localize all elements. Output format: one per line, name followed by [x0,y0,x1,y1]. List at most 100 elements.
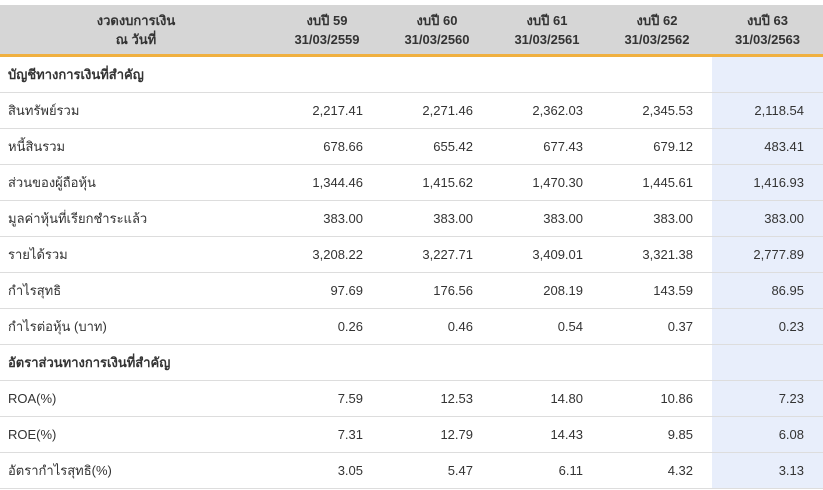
period-year: งบปี 60 [416,12,458,28]
financial-summary-table: งวดงบการเงินณ วันที่ งบปี 59 31/03/2559 ง… [0,5,823,489]
value-cell: 14.80 [492,380,602,417]
header-period: งบปี 61 31/03/2561 [492,5,602,57]
value-cell: 1,470.30 [492,164,602,201]
value-cell: 10.86 [602,380,712,417]
value-cell: 14.43 [492,416,602,453]
period-year: งบปี 59 [306,12,348,28]
row-label: กำไรต่อหุ้น (บาท) [0,308,272,345]
value-cell [382,55,492,93]
header-label-line2: ณ วันที่ [115,31,157,47]
value-cell: 9.85 [602,416,712,453]
value-cell: 3.13 [712,452,823,489]
value-cell: 1,415.62 [382,164,492,201]
value-cell: 678.66 [272,128,382,165]
table-row: ส่วนของผู้ถือหุ้น 1,344.46 1,415.62 1,470.3… [0,164,823,201]
section-title: อัตราส่วนทางการเงินที่สำคัญ [0,344,272,381]
value-cell: 2,217.41 [272,92,382,129]
value-cell: 143.59 [602,272,712,309]
value-cell [712,55,823,93]
value-cell: 0.54 [492,308,602,345]
value-cell: 679.12 [602,128,712,165]
row-label: ส่วนของผู้ถือหุ้น [0,164,272,201]
row-label: ROE(%) [0,416,272,453]
header-period: งบปี 60 31/03/2560 [382,5,492,57]
value-cell: 0.26 [272,308,382,345]
value-cell: 7.31 [272,416,382,453]
header-period: งบปี 59 31/03/2559 [272,5,382,57]
value-cell: 3.05 [272,452,382,489]
row-label: กำไรสุทธิ [0,272,272,309]
header-period: งบปี 62 31/03/2562 [602,5,712,57]
row-label: อัตรากำไรสุทธิ(%) [0,452,272,489]
period-date: 31/03/2563 [734,31,801,47]
value-cell: 7.23 [712,380,823,417]
value-cell: 0.46 [382,308,492,345]
value-cell: 0.37 [602,308,712,345]
value-cell: 97.69 [272,272,382,309]
period-date: 31/03/2559 [294,31,360,47]
row-label: หนี้สินรวม [0,128,272,165]
value-cell: 2,271.46 [382,92,492,129]
table-row: รายได้รวม 3,208.22 3,227.71 3,409.01 3,321.3… [0,236,823,273]
value-cell [492,55,602,93]
period-date: 31/03/2561 [514,31,580,47]
value-cell: 12.79 [382,416,492,453]
row-label: รายได้รวม [0,236,272,273]
value-cell [712,344,823,381]
value-cell: 12.53 [382,380,492,417]
value-cell [272,55,382,93]
header-row: งวดงบการเงินณ วันที่ งบปี 59 31/03/2559 ง… [0,5,823,57]
value-cell: 677.43 [492,128,602,165]
period-year: งบปี 62 [636,12,678,28]
table-row: กำไรสุทธิ 97.69 176.56 208.19 143.59 86.95 [0,272,823,309]
value-cell: 3,208.22 [272,236,382,273]
value-cell: 176.56 [382,272,492,309]
value-cell: 383.00 [382,200,492,237]
value-cell [492,344,602,381]
period-year: งบปี 63 [747,12,788,28]
section-header-row: บัญชีทางการเงินที่สำคัญ [0,55,823,93]
period-date: 31/03/2562 [624,31,690,47]
value-cell: 383.00 [272,200,382,237]
value-cell: 3,321.38 [602,236,712,273]
row-label: มูลค่าหุ้นที่เรียกชำระแล้ว [0,200,272,237]
header-period-label: งวดงบการเงินณ วันที่ [0,5,272,57]
value-cell: 4.32 [602,452,712,489]
value-cell: 655.42 [382,128,492,165]
value-cell: 5.47 [382,452,492,489]
table-row: มูลค่าหุ้นที่เรียกชำระแล้ว 383.00 383.00 38… [0,200,823,237]
value-cell: 383.00 [492,200,602,237]
section-header-row: อัตราส่วนทางการเงินที่สำคัญ [0,344,823,381]
value-cell [602,344,712,381]
period-year: งบปี 61 [526,12,568,28]
value-cell [272,344,382,381]
value-cell: 3,227.71 [382,236,492,273]
value-cell: 1,344.46 [272,164,382,201]
value-cell [602,55,712,93]
value-cell: 2,118.54 [712,92,823,129]
value-cell: 7.59 [272,380,382,417]
value-cell: 0.23 [712,308,823,345]
value-cell: 3,409.01 [492,236,602,273]
value-cell: 383.00 [712,200,823,237]
table-row: กำไรต่อหุ้น (บาท) 0.26 0.46 0.54 0.37 0.23 [0,308,823,345]
header-period: งบปี 63 31/03/2563 [712,5,823,57]
row-label: สินทรัพย์รวม [0,92,272,129]
value-cell: 2,777.89 [712,236,823,273]
value-cell: 208.19 [492,272,602,309]
row-label: ROA(%) [0,380,272,417]
value-cell: 1,445.61 [602,164,712,201]
value-cell: 1,416.93 [712,164,823,201]
table-row: หนี้สินรวม 678.66 655.42 677.43 679.12 483.41 [0,128,823,165]
table-row: อัตรากำไรสุทธิ(%) 3.05 5.47 6.11 4.32 3.13 [0,452,823,489]
header-label-line1: งวดงบการเงิน [96,12,176,28]
value-cell: 483.41 [712,128,823,165]
value-cell: 6.11 [492,452,602,489]
value-cell: 2,362.03 [492,92,602,129]
value-cell [382,344,492,381]
value-cell: 383.00 [602,200,712,237]
table-row: ROA(%) 7.59 12.53 14.80 10.86 7.23 [0,380,823,417]
value-cell: 2,345.53 [602,92,712,129]
table-row: ROE(%) 7.31 12.79 14.43 9.85 6.08 [0,416,823,453]
value-cell: 86.95 [712,272,823,309]
